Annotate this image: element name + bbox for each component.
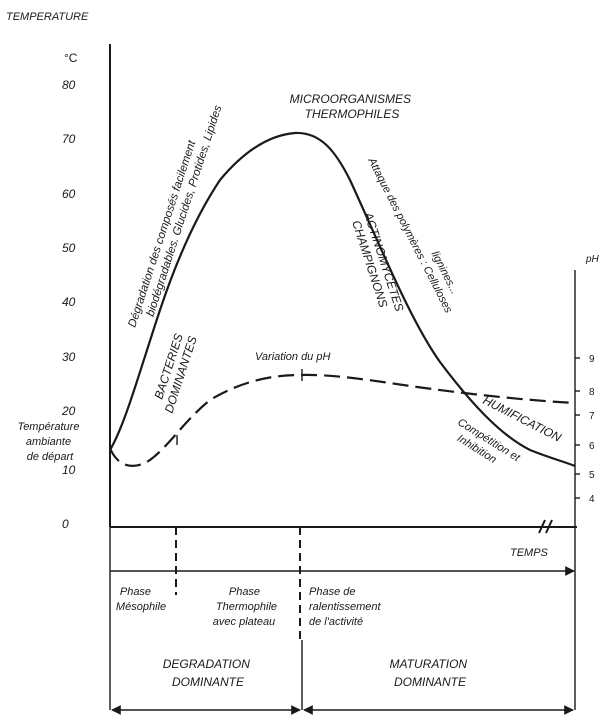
y-axis-unit: °C [64,51,78,65]
y-tick-labels: 0 10 20 30 40 50 60 70 80 [61,78,76,531]
ph-tick-label: 6 [589,441,595,452]
start-temperature-label: Température ambiante de départ [17,421,82,463]
ph-variation-label: Variation du pH [255,351,330,363]
stage-label-maturation: MATURATION DOMINANTE [390,657,471,689]
phase-label-ralentissement: Phase de ralentissement de l'activité [309,586,384,628]
y-tick-label: 10 [62,463,76,477]
ph-axis-unit: pH [585,254,600,265]
ph-curve [108,373,576,467]
y-tick-label: 30 [62,350,76,364]
axis-break-mark [545,519,553,534]
axis-break-mark [538,519,546,534]
stage-label-degradation: DEGRADATION DOMINANTE [163,657,253,689]
ph-tick-label: 8 [589,387,595,398]
degradation-note: Dégradation des composés facilement biod… [126,99,224,333]
ph-tick-label: 9 [589,354,595,365]
y-tick-label: 50 [62,241,76,255]
phase-label-mesophile: Phase Mésophile [116,586,166,613]
y-tick-label: 70 [62,132,76,146]
x-axis-title: TEMPS [510,547,549,559]
y-tick-label: 20 [61,404,76,418]
bacteries-label: BACTERIES DOMINANTES [148,329,200,415]
ph-ticks: 4 5 6 7 8 9 [575,354,595,505]
ph-tick-label: 4 [589,494,595,505]
thermophiles-label: MICROORGANISMES THERMOPHILES [290,92,415,121]
ph-tick-label: 7 [589,411,595,422]
ph-tick-label: 5 [589,470,595,481]
phase-label-thermophile: Phase Thermophile avec plateau [213,586,280,628]
champignons-label: CHAMPIGNONS ACTINOMYCETES [348,210,407,318]
y-tick-label: 80 [62,78,76,92]
competition-label: Compétition et Inhibition [448,416,525,477]
y-tick-label: 60 [62,187,76,201]
y-tick-label: 40 [62,295,76,309]
y-axis-title: TEMPERATURE [6,11,89,23]
temperature-curve [109,131,576,468]
y-tick-label: 0 [62,517,69,531]
